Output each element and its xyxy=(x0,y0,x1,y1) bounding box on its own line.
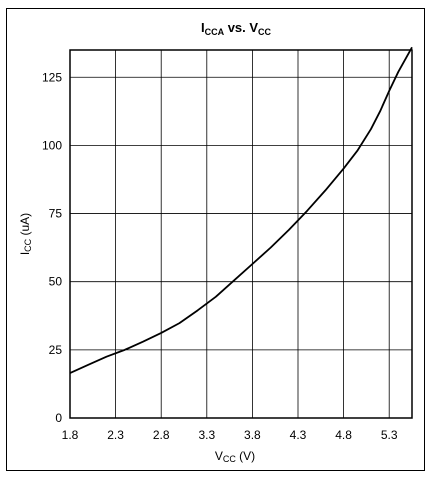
series-group xyxy=(69,46,413,374)
y-tick-label: 25 xyxy=(49,343,63,357)
y-tick-label: 75 xyxy=(49,207,63,221)
x-tick-label: 5.3 xyxy=(381,428,398,442)
chart-title: ICCA vs. VCC xyxy=(201,20,272,37)
x-tick-label: 3.8 xyxy=(244,428,261,442)
x-tick-label: 2.3 xyxy=(107,428,124,442)
grid xyxy=(69,50,412,419)
plot-frame xyxy=(69,49,413,419)
x-tick-label: 4.3 xyxy=(290,428,307,442)
chart-svg: 1.8 2.3 2.8 3.3 3.8 4.3 4.8 5.3 0 25 50 75 100 125 IC… xyxy=(18,20,413,464)
y-tick-label: 100 xyxy=(42,138,62,152)
y-tick-label: 50 xyxy=(49,275,63,289)
x-tick-label: 3.3 xyxy=(198,428,215,442)
y-axis-label: ICC (uA) xyxy=(18,213,33,255)
y-tick-label: 0 xyxy=(55,411,62,425)
x-tick-label: 2.8 xyxy=(153,428,170,442)
ticks: 1.8 2.3 2.8 3.3 3.8 4.3 4.8 5.3 0 25 50 75 100 125 xyxy=(42,70,398,442)
chart-figure: 1.8 2.3 2.8 3.3 3.8 4.3 4.8 5.3 0 25 50 75 100 125 IC… xyxy=(6,8,425,471)
y-tick-label: 125 xyxy=(42,70,62,84)
x-tick-label: 4.8 xyxy=(335,428,352,442)
x-tick-label: 1.8 xyxy=(62,428,79,442)
x-axis-label: VCC (V) xyxy=(215,449,255,464)
series-line xyxy=(69,46,413,374)
